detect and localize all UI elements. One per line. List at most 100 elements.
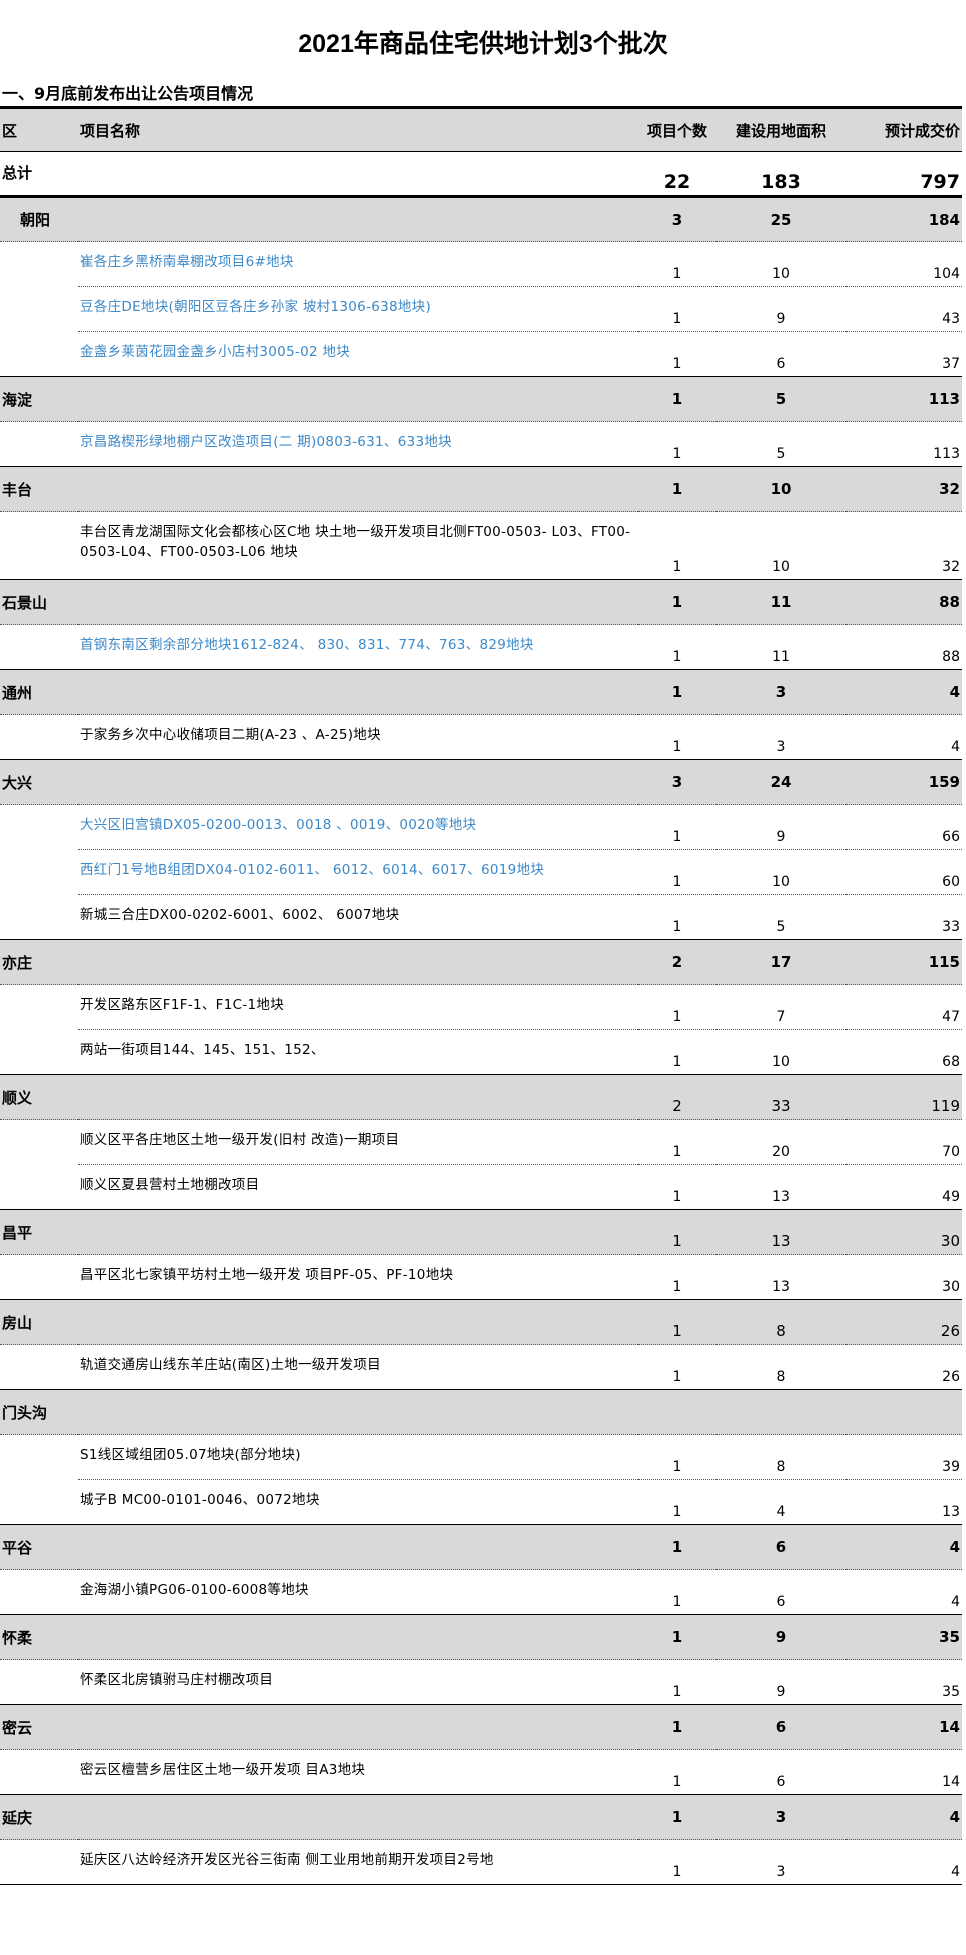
region-row: 朝阳 3 25 184 bbox=[0, 196, 962, 242]
project-name-link[interactable]: 京昌路楔形绿地棚户区改造项目(二 期)0803-631、633地块 bbox=[80, 434, 452, 450]
project-price: 39 bbox=[846, 1434, 962, 1480]
project-area: 10 bbox=[772, 559, 790, 575]
region-count: 3 bbox=[671, 773, 683, 791]
region-count: 1 bbox=[671, 1808, 683, 1826]
project-area: 8 bbox=[716, 1434, 846, 1480]
region-count: 1 bbox=[671, 593, 683, 611]
project-name: 密云区檀营乡居住区土地一级开发项 目A3地块 bbox=[80, 1762, 366, 1778]
region-price: 26 bbox=[940, 1322, 960, 1340]
empty-cell bbox=[0, 332, 78, 377]
project-count: 1 bbox=[638, 804, 716, 850]
region-area bbox=[716, 1390, 846, 1435]
empty-cell bbox=[0, 1570, 78, 1615]
empty-cell bbox=[0, 850, 78, 895]
project-area: 10 bbox=[772, 1054, 790, 1070]
project-name: 顺义区夏县营村土地棚改项目 bbox=[80, 1177, 260, 1193]
region-name: 丰台 bbox=[2, 480, 33, 499]
empty-cell bbox=[78, 1525, 638, 1570]
region-count: 1 bbox=[671, 683, 683, 701]
project-name-link[interactable]: 大兴区旧宫镇DX05-0200-0013、0018 、0019、0020等地块 bbox=[78, 804, 638, 850]
project-name-link[interactable]: 西红门1号地B组团DX04-0102-6011、 6012、6014、6017、… bbox=[78, 849, 638, 895]
region-row: 门头沟 bbox=[0, 1389, 962, 1435]
region-count: 1 bbox=[671, 1718, 683, 1736]
empty-cell bbox=[78, 197, 638, 242]
empty-cell bbox=[0, 1750, 78, 1795]
project-name-link[interactable]: 崔各庄乡黑桥南皋棚改项目6#地块 bbox=[78, 241, 638, 287]
project-row: 西红门1号地B组团DX04-0102-6011、 6012、6014、6017、… bbox=[0, 849, 962, 895]
project-count: 1 bbox=[672, 739, 682, 755]
region-count: 1 bbox=[671, 1538, 683, 1556]
project-area: 5 bbox=[776, 446, 786, 462]
project-name-link[interactable]: 豆各庄DE地块(朝阳区豆各庄乡孙家 坡村1306-638地块) bbox=[78, 286, 638, 332]
region-name: 朝阳 bbox=[20, 211, 51, 229]
region-row: 怀柔 1 9 35 bbox=[0, 1614, 962, 1660]
project-price: 88 bbox=[942, 649, 960, 665]
empty-cell bbox=[78, 1615, 638, 1660]
project-area: 20 bbox=[716, 1119, 846, 1165]
region-price: 88 bbox=[939, 593, 960, 611]
empty-cell bbox=[78, 1795, 638, 1840]
empty-cell bbox=[0, 1120, 78, 1165]
project-count: 1 bbox=[638, 1434, 716, 1480]
region-count bbox=[638, 1390, 716, 1435]
project-name: 城子B MC00-0101-0046、0072地块 bbox=[80, 1492, 320, 1508]
total-count: 22 bbox=[663, 171, 691, 193]
project-count: 1 bbox=[638, 984, 716, 1030]
total-area: 183 bbox=[761, 171, 801, 193]
project-row: 延庆区八达岭经济开发区光谷三街南 侧工业用地前期开发项目2号地 1 3 4 bbox=[0, 1840, 962, 1885]
region-price: 4 bbox=[949, 1808, 960, 1826]
project-name: 顺义区平各庄地区土地一级开发(旧村 改造)一期项目 bbox=[78, 1119, 638, 1165]
header-district: 区 bbox=[2, 121, 18, 140]
region-name: 房山 bbox=[2, 1313, 33, 1332]
project-row: 怀柔区北房镇驸马庄村棚改项目 1 9 35 bbox=[0, 1660, 962, 1705]
project-area: 5 bbox=[776, 919, 786, 935]
project-price: 26 bbox=[942, 1369, 960, 1385]
empty-cell bbox=[0, 512, 78, 580]
region-price: 115 bbox=[928, 953, 960, 971]
project-price: 37 bbox=[942, 356, 960, 372]
project-row: 大兴区旧宫镇DX05-0200-0013、0018 、0019、0020等地块 1… bbox=[0, 804, 962, 850]
empty-cell bbox=[0, 1165, 78, 1210]
project-area: 4 bbox=[776, 1504, 786, 1520]
region-area: 3 bbox=[775, 1808, 787, 1826]
project-row: 轨道交通房山线东羊庄站(南区)土地一级开发项目 1 8 26 bbox=[0, 1345, 962, 1390]
empty-cell bbox=[0, 1660, 78, 1705]
project-price: 14 bbox=[942, 1774, 960, 1790]
project-count: 1 bbox=[672, 919, 682, 935]
project-area: 3 bbox=[776, 739, 786, 755]
region-price: 4 bbox=[949, 1538, 960, 1556]
empty-cell bbox=[0, 242, 78, 287]
header-land-area: 建设用地面积 bbox=[735, 121, 826, 140]
project-count: 1 bbox=[672, 1369, 682, 1385]
region-name: 平谷 bbox=[2, 1538, 33, 1557]
empty-cell bbox=[0, 625, 78, 670]
total-price: 797 bbox=[920, 171, 960, 193]
project-row: 京昌路楔形绿地棚户区改造项目(二 期)0803-631、633地块 1 5 113 bbox=[0, 422, 962, 467]
empty-cell bbox=[78, 1300, 638, 1345]
empty-cell bbox=[78, 1390, 638, 1435]
region-area: 33 bbox=[771, 1097, 791, 1115]
empty-cell bbox=[78, 670, 638, 715]
project-name-link[interactable]: 金盏乡莱茵花园金盏乡小店村3005-02 地块 bbox=[80, 344, 351, 360]
project-row: 城子B MC00-0101-0046、0072地块 1 4 13 bbox=[0, 1480, 962, 1525]
project-row: 顺义区夏县营村土地棚改项目 1 13 49 bbox=[0, 1165, 962, 1210]
project-count: 1 bbox=[638, 849, 716, 895]
region-area: 10 bbox=[770, 480, 792, 498]
empty-cell bbox=[78, 760, 638, 805]
empty-cell bbox=[0, 422, 78, 467]
table-header-row: 区 项目名称 项目个数 建设用地面积 预计成交价 bbox=[0, 107, 962, 152]
project-count: 1 bbox=[672, 1684, 682, 1700]
region-area: 8 bbox=[776, 1322, 786, 1340]
project-name: 金海湖小镇PG06-0100-6008等地块 bbox=[80, 1582, 309, 1598]
region-price: 4 bbox=[949, 683, 960, 701]
empty-cell bbox=[0, 1345, 78, 1390]
region-price bbox=[846, 1390, 962, 1435]
empty-cell bbox=[0, 287, 78, 332]
project-price: 4 bbox=[951, 1864, 960, 1880]
region-row: 昌平 1 13 30 bbox=[0, 1209, 962, 1255]
region-price: 35 bbox=[939, 1628, 960, 1646]
region-count: 1 bbox=[672, 1232, 682, 1250]
project-name-link[interactable]: 首钢东南区剩余部分地块1612-824、 830、831、774、763、829… bbox=[80, 637, 534, 653]
empty-cell bbox=[78, 1210, 638, 1255]
region-price: 30 bbox=[940, 1232, 960, 1250]
